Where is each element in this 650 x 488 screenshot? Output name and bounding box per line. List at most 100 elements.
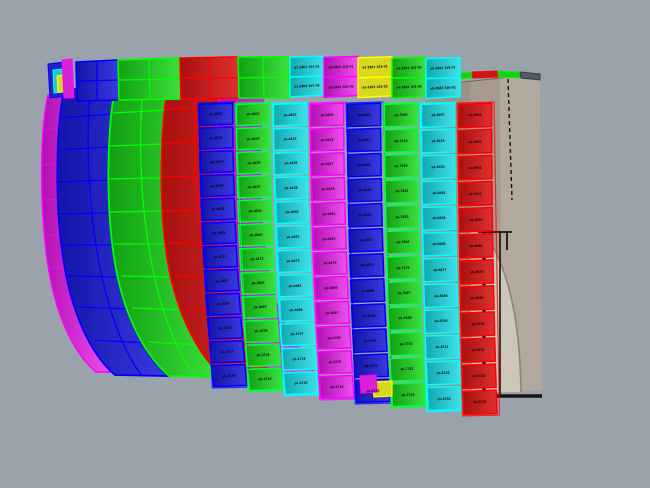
element-cell-col-2-10[interactable] <box>244 343 282 368</box>
element-cell-col-8-7[interactable] <box>459 285 495 312</box>
element-cell-col-3-9[interactable] <box>279 322 316 347</box>
element-cell-col-1-0[interactable] <box>198 102 234 127</box>
element-cell-col-8-11[interactable] <box>462 389 498 416</box>
element-cell-col-6-6[interactable] <box>385 254 422 281</box>
element-cell-col-4-3[interactable] <box>310 176 346 202</box>
element-cell-col-2-9[interactable] <box>243 319 280 344</box>
element-cell-col-7-4[interactable] <box>421 205 457 232</box>
element-cell-col-2-5[interactable] <box>237 222 274 247</box>
element-cell-col-2-11[interactable] <box>246 367 284 392</box>
element-cell-col-7-9[interactable] <box>424 334 461 360</box>
element-cell-col-5-1[interactable] <box>346 127 382 153</box>
top-band-cell-8[interactable] <box>425 56 461 80</box>
element-cell-col-6-0[interactable] <box>383 102 419 128</box>
element-cell-col-2-1[interactable] <box>235 126 271 151</box>
element-cell-col-3-11[interactable] <box>282 371 320 396</box>
element-cell-col-5-6[interactable] <box>348 252 385 278</box>
element-cell-col-8-6[interactable] <box>459 258 495 285</box>
top-band-cell-2[interactable] <box>323 55 359 79</box>
top-band-cell-9[interactable] <box>425 76 461 100</box>
element-cell-col-2-7[interactable] <box>240 271 277 296</box>
element-cell-col-5-5[interactable] <box>348 227 384 253</box>
element-cell-col-4-8[interactable] <box>314 300 351 326</box>
element-cell-col-4-0[interactable] <box>309 102 345 128</box>
element-cell-col-3-8[interactable] <box>277 297 315 323</box>
element-cell-col-7-8[interactable] <box>423 308 460 335</box>
element-cell-col-8-3[interactable] <box>457 180 493 207</box>
element-cell-col-2-6[interactable] <box>238 246 275 271</box>
element-cell-col-8-2[interactable] <box>457 154 493 181</box>
element-cell-col-5-7[interactable] <box>349 278 386 304</box>
element-cell-col-7-2[interactable] <box>420 153 456 180</box>
element-cell-col-1-1[interactable] <box>198 126 234 150</box>
element-cell-col-5-8[interactable] <box>350 303 387 329</box>
element-cell-col-7-5[interactable] <box>421 231 458 257</box>
element-cell-col-6-7[interactable] <box>386 280 422 306</box>
element-cell-col-8-0[interactable] <box>457 102 493 129</box>
element-cell-col-4-7[interactable] <box>313 275 350 301</box>
element-cell-col-3-10[interactable] <box>280 346 318 371</box>
element-cell-col-1-6[interactable] <box>202 244 239 269</box>
element-cell-col-4-10[interactable] <box>316 349 354 375</box>
top-band-cell-0[interactable] <box>289 55 325 78</box>
element-cell-col-2-3[interactable] <box>236 174 272 199</box>
element-cell-col-3-6[interactable] <box>275 248 312 274</box>
element-cell-col-3-5[interactable] <box>274 224 311 249</box>
element-cell-col-5-3[interactable] <box>347 177 383 203</box>
element-cell-col-1-5[interactable] <box>201 221 237 245</box>
element-cell-col-3-2[interactable] <box>272 151 309 176</box>
top-band-cell-5[interactable] <box>357 76 393 99</box>
element-cell-col-7-10[interactable] <box>425 359 461 386</box>
element-cell-col-6-2[interactable] <box>383 153 419 179</box>
element-cell-col-1-2[interactable] <box>199 149 235 174</box>
element-cell-col-7-11[interactable] <box>426 385 463 412</box>
element-cell-col-1-10[interactable] <box>208 339 246 364</box>
element-cell-col-6-1[interactable] <box>383 127 419 154</box>
element-cell-col-2-0[interactable] <box>235 102 271 127</box>
top-band-cell-4[interactable] <box>357 56 393 79</box>
element-cell-col-2-8[interactable] <box>241 295 278 320</box>
element-cell-col-3-0[interactable] <box>272 102 308 127</box>
element-cell-col-6-11[interactable] <box>390 382 427 408</box>
top-band-cell-3[interactable] <box>323 75 359 99</box>
element-cell-col-2-2[interactable] <box>236 150 272 175</box>
element-cell-col-3-1[interactable] <box>272 126 308 152</box>
element-cell-col-1-3[interactable] <box>199 173 235 198</box>
element-cell-col-6-4[interactable] <box>384 204 420 230</box>
element-cell-col-6-5[interactable] <box>385 229 421 255</box>
element-cell-col-4-2[interactable] <box>309 151 346 177</box>
element-cell-col-1-4[interactable] <box>200 197 236 222</box>
element-cell-col-7-7[interactable] <box>422 282 459 309</box>
element-cell-col-7-6[interactable] <box>422 256 458 283</box>
element-cell-col-4-11[interactable] <box>318 374 355 400</box>
element-cell-col-3-4[interactable] <box>273 200 310 225</box>
element-cell-col-7-3[interactable] <box>421 179 457 206</box>
element-cell-col-7-1[interactable] <box>420 128 456 154</box>
element-cell-col-4-9[interactable] <box>315 325 352 350</box>
element-cell-col-1-7[interactable] <box>203 268 240 293</box>
element-cell-col-5-4[interactable] <box>347 202 383 228</box>
element-cell-col-6-8[interactable] <box>387 305 423 332</box>
element-cell-col-5-0[interactable] <box>346 102 382 128</box>
element-cell-col-8-1[interactable] <box>457 128 493 155</box>
element-cell-col-3-3[interactable] <box>273 175 309 201</box>
element-cell-col-7-0[interactable] <box>420 102 456 129</box>
element-cell-col-8-9[interactable] <box>460 337 497 364</box>
element-cell-col-4-1[interactable] <box>309 127 345 152</box>
element-cell-col-8-8[interactable] <box>460 311 496 338</box>
element-cell-col-1-9[interactable] <box>206 316 244 340</box>
element-cell-col-5-9[interactable] <box>351 328 388 354</box>
element-cell-col-4-5[interactable] <box>311 226 347 251</box>
top-band-cell-6[interactable] <box>391 56 427 79</box>
element-cell-col-4-4[interactable] <box>310 201 347 227</box>
top-band-cell-7[interactable] <box>391 76 427 99</box>
element-cell-col-6-10[interactable] <box>389 356 426 382</box>
top-band-cell-1[interactable] <box>289 75 325 98</box>
element-cell-col-6-3[interactable] <box>384 178 420 205</box>
element-cell-col-6-9[interactable] <box>388 331 424 357</box>
element-cell-col-8-10[interactable] <box>461 363 497 390</box>
element-cell-col-3-7[interactable] <box>276 273 313 298</box>
element-cell-col-5-10[interactable] <box>353 353 390 379</box>
element-cell-col-5-2[interactable] <box>346 152 382 178</box>
